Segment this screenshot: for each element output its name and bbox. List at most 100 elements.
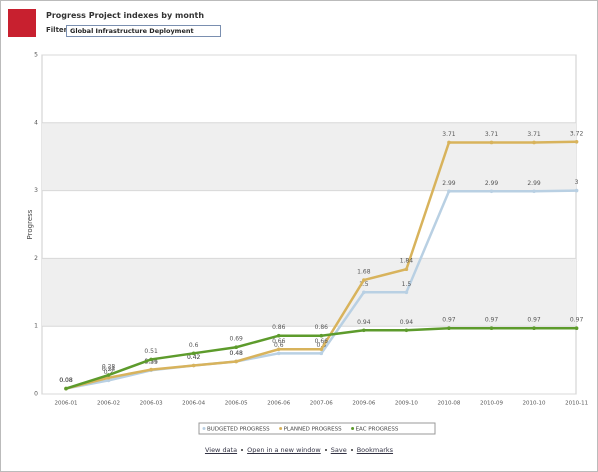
point [574,326,579,331]
data-label: 0.48 [230,350,244,357]
point [149,357,153,362]
x-tick-label: 2010-10 [523,401,546,407]
point [276,351,281,356]
app-icon [8,9,36,37]
link[interactable]: View data [204,446,238,454]
data-label: 3.71 [527,131,541,138]
point [532,189,536,194]
point [362,290,366,295]
data-label: 0.2 [104,369,114,376]
point [447,140,451,145]
legend-label: PLANNED PROGRESS [284,427,342,433]
point [404,267,409,272]
x-tick-label: 2006-06 [267,401,290,407]
x-tick-label: 2009-06 [352,401,375,407]
grid-band [42,122,576,191]
data-label: 0.42 [187,354,201,361]
point [404,290,409,295]
x-tick-label: 2007-06 [310,401,333,407]
filter-label: Filter [46,26,68,34]
y-tick-label: 2 [34,255,38,262]
link[interactable]: Bookmarks [356,446,394,454]
link[interactable]: Save [330,446,347,454]
point [489,189,494,194]
link[interactable]: Open in a new window [247,446,321,454]
data-label: 0.08 [59,377,73,384]
y-tick-label: 3 [34,187,38,194]
data-label: 0.08 [59,377,73,384]
x-tick-label: 2010-09 [480,401,503,407]
point [447,326,451,331]
data-label: 0.97 [485,317,499,324]
data-label: 1.5 [359,281,369,288]
data-label: 0.42 [187,354,201,361]
data-label: 0.86 [272,324,286,331]
chart: 0 1 2 3 4 5 Progress 2006-01 2006-02 2006-03 2006-… [26,52,588,435]
point [191,351,196,356]
links: View data Open in a new window Save Bookmar… [0,446,598,454]
data-label: 2.99 [442,180,456,187]
data-label: 1.5 [402,281,412,288]
point [234,345,238,350]
y-tick-label: 5 [34,52,38,59]
data-label: 0.94 [400,319,414,326]
point [532,140,536,145]
point [362,328,366,333]
data-label: 0.97 [570,317,584,324]
data-label: 1.84 [400,258,414,265]
x-tick-label: 2006-04 [182,401,205,407]
data-label: 0.48 [230,350,244,357]
data-label: 3.71 [485,131,499,138]
point [276,333,281,338]
point [106,378,111,383]
data-label: 0.24 [102,366,116,373]
point [234,359,238,364]
data-label: 3 [575,179,579,186]
point [191,363,196,368]
x-tick-label: 2009-10 [395,401,418,407]
data-label: 3.71 [442,131,456,138]
data-label: 1.68 [357,269,371,276]
point [532,326,536,331]
data-label: 0.35 [144,359,158,366]
separator [324,449,327,451]
point [404,328,409,333]
legend-swatch [351,427,355,430]
data-label: 2.99 [527,180,541,187]
legend-swatch [202,427,206,430]
y-axis-label: Progress [26,209,34,239]
legend-label: BUDGETED PROGRESS [207,427,270,433]
y-tick-label: 4 [34,119,38,126]
separator [241,449,244,451]
data-label: 0.97 [527,317,541,324]
legend-label: EAC PROGRESS [356,427,399,433]
data-label: 0.6 [317,342,327,349]
data-label: 0.97 [442,317,456,324]
point [64,386,68,391]
data-label: 0.94 [357,319,371,326]
data-label: 0.51 [144,348,158,355]
data-label: 0.08 [59,377,73,384]
data-label: 2.99 [485,180,499,187]
separator [350,449,353,451]
legend-box [198,422,436,435]
point [149,367,153,372]
y-tick-label: 1 [34,323,38,330]
point [489,326,494,331]
point [489,140,494,145]
data-label: 0.86 [315,324,329,331]
point [574,139,579,144]
point [106,375,111,380]
data-label: 0.69 [230,336,244,343]
point [447,189,451,194]
x-tick-label: 2010-08 [437,401,460,407]
point [319,351,324,356]
point [319,333,324,338]
x-tick-label: 2006-03 [140,401,163,407]
point [319,347,324,352]
data-label: 0.66 [272,338,286,345]
filter-select[interactable]: Global Infrastructure Deployment [66,25,221,37]
data-label: 0.6 [189,342,199,349]
data-label: 0.36 [144,358,158,365]
x-tick-label: 2006-05 [225,401,248,407]
